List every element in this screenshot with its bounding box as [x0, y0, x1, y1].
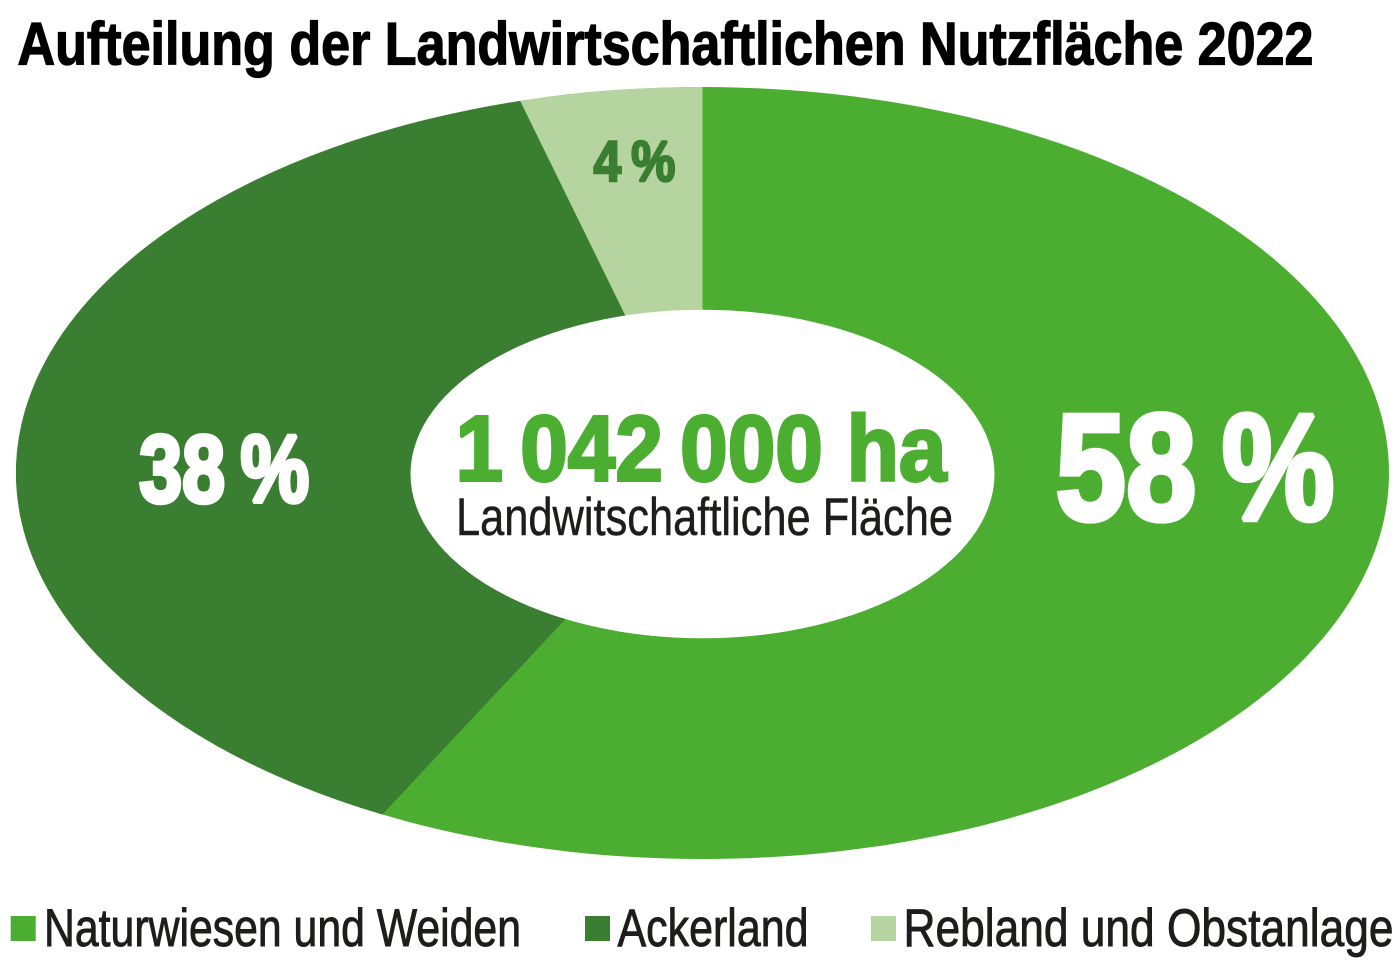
- svg-text:Rebland und Obstanlage: Rebland und Obstanlage: [904, 899, 1394, 958]
- svg-text:Aufteilung der Landwirtschaftl: Aufteilung der Landwirtschaftlichen Nutz…: [18, 10, 1314, 77]
- svg-text:Ackerland: Ackerland: [618, 899, 809, 958]
- svg-text:58 %: 58 %: [1056, 384, 1335, 553]
- svg-text:Naturwiesen und Weiden: Naturwiesen und Weiden: [44, 899, 521, 958]
- svg-text:38 %: 38 %: [139, 417, 309, 523]
- svg-text:Landwitschaftliche Fläche: Landwitschaftliche Fläche: [456, 488, 953, 547]
- svg-text:4 %: 4 %: [594, 130, 676, 194]
- svg-text:1 042 000 ha: 1 042 000 ha: [456, 397, 948, 501]
